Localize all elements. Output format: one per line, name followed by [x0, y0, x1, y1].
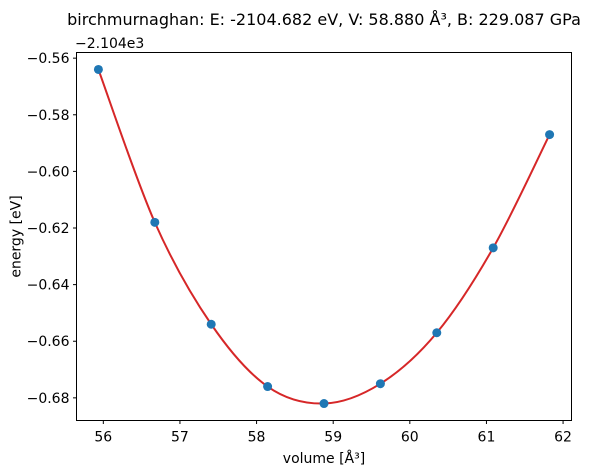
y-tick-label: −0.60 [27, 164, 70, 180]
chart-title: birchmurnaghan: E: -2104.682 eV, V: 58.8… [67, 10, 581, 29]
data-point [319, 399, 329, 409]
series-layer [93, 64, 555, 409]
data-point [545, 130, 555, 140]
x-tick-label: 62 [554, 430, 572, 446]
data-point [375, 379, 385, 389]
data-point [93, 64, 103, 74]
x-tick-label: 57 [171, 430, 189, 446]
axes-spines [76, 52, 572, 421]
x-tick-label: 56 [94, 430, 112, 446]
y-tick-label: −0.58 [27, 108, 70, 124]
x-tick-label: 59 [324, 430, 342, 446]
data-point [206, 319, 216, 329]
y-tick-label: −0.56 [27, 51, 70, 67]
fit-curve [97, 68, 551, 405]
x-tick-label: 60 [401, 430, 419, 446]
y-tick-label: −0.68 [27, 391, 70, 407]
x-tick-label: 61 [478, 430, 496, 446]
axes-ticks: 56 57 58 59 60 61 62 −0.56 −0.58 −0.60 −0.62 −0.64 −… [27, 51, 572, 445]
data-point [488, 243, 498, 253]
y-axis-offset-label: −2.104e3 [75, 36, 144, 52]
y-tick-label: −0.66 [27, 334, 70, 350]
data-point [150, 217, 160, 227]
y-axis-label: energy [eV] [9, 195, 25, 277]
data-point [263, 382, 273, 392]
x-axis-label: volume [Å³] [283, 450, 365, 467]
x-tick-label: 58 [248, 430, 266, 446]
y-tick-label: −0.62 [27, 221, 70, 237]
y-tick-label: −0.64 [27, 278, 70, 294]
data-point [432, 328, 442, 338]
